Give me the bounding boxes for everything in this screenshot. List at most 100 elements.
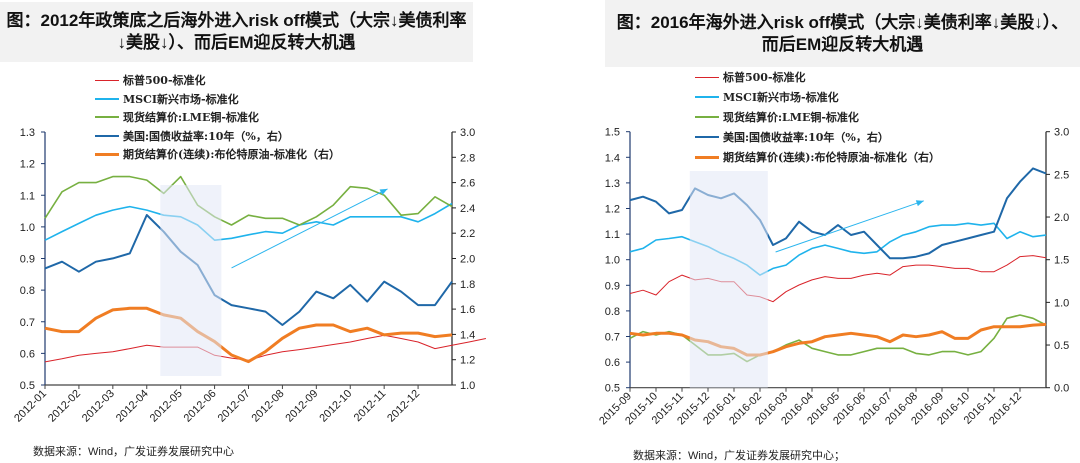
x-tick-label: 2012-08	[250, 388, 287, 425]
right-y-tick-label: 1.0	[1054, 297, 1069, 309]
series-line-0	[44, 334, 487, 363]
legend-label: MSCI新兴市场-标准化	[123, 92, 239, 106]
x-tick-label: 2012-09	[283, 388, 320, 425]
left-y-tick-label: 0.9	[20, 254, 35, 266]
legend-label: 期货结算价(连续):布伦特原油-标准化（右）	[723, 151, 941, 164]
left-y-tick-label: 0.8	[605, 306, 620, 318]
series-line-2	[44, 175, 453, 226]
right-y-tick-label: 1.6	[460, 304, 475, 316]
x-tick-label: 2012-10	[317, 388, 354, 425]
source-note-2012: 数据来源：Wind，广发证券发展研究中心	[33, 446, 235, 458]
legend-item: 现货结算价:LME铜-标准化	[695, 109, 859, 125]
right-y-tick-label: 2.5	[1054, 169, 1069, 181]
legend-label: 美国:国债收益率:10年（%，右）	[123, 129, 289, 143]
legend-item: 美国:国债收益率:10年（%，右）	[95, 128, 289, 144]
right-y-tick-label: 3.0	[1054, 127, 1069, 139]
legend-swatch	[95, 97, 119, 100]
trend-arrow-head	[915, 200, 924, 207]
legend-swatch	[95, 79, 119, 81]
trend-arrow-line	[775, 200, 924, 253]
legend-swatch	[695, 96, 719, 98]
source-note-2016: 数据来源：Wind，广发证券发展研究中心；	[633, 450, 846, 462]
chart-0: 0.5 0.6 0.7 0.8 0.9 1.0 1.1 1.2 1.3 1.0 1.2 1.4 1.6 1…	[12, 127, 487, 425]
series-line-4	[44, 306, 453, 364]
left-y-tick-label: 1.2	[20, 159, 35, 171]
right-y-tick-label: 2.4	[460, 203, 475, 215]
left-y-tick-label: 0.5	[20, 380, 35, 392]
x-tick-label: 2012-06	[182, 388, 219, 425]
legend-swatch	[695, 116, 719, 118]
legend-swatch	[695, 76, 719, 78]
series-line-3	[44, 214, 453, 326]
left-y-tick-label: 0.7	[605, 332, 620, 344]
right-y-tick-label: 1.4	[460, 329, 475, 341]
legend-label: 标普500-标准化	[123, 74, 206, 87]
x-tick-label: 2012-12	[385, 388, 422, 425]
x-tick-label: 2012-03	[80, 388, 117, 425]
legend-swatch	[695, 136, 719, 138]
legend-swatch	[95, 152, 119, 156]
legend-swatch	[95, 134, 119, 137]
legend-item: 标普500-标准化	[695, 69, 806, 85]
right-y-tick-label: 1.8	[460, 279, 475, 291]
x-tick-label: 2012-05	[148, 388, 185, 425]
legend-item: 期货结算价(连续):布伦特原油-标准化（右）	[95, 146, 340, 162]
chart-title-2012: 图：2012年政策底之后海外进入risk off模式（大宗↓美债利率 ↓美股↓）…	[0, 2, 473, 62]
title-line-1: 图：2012年政策底之后海外进入risk off模式（大宗↓美债利率	[6, 11, 467, 30]
right-y-tick-label: 1.0	[460, 380, 475, 392]
series-line-1	[44, 202, 453, 241]
title-line-1: 图：2016年海外进入risk off模式（大宗↓美债利率↓美股↓）、	[616, 12, 1069, 32]
x-tick-label: 2012-07	[216, 388, 253, 425]
left-y-tick-label: 1.0	[20, 222, 35, 234]
right-y-tick-label: 0.5	[1054, 340, 1069, 352]
legend-label: 期货结算价(连续):布伦特原油-标准化（右）	[123, 148, 341, 161]
right-y-tick-label: 2.2	[460, 228, 475, 240]
risk-off-shaded-period	[160, 185, 222, 376]
left-y-tick-label: 0.6	[20, 348, 35, 360]
left-y-tick-label: 1.3	[20, 127, 35, 139]
legend-item: 标普500-标准化	[95, 72, 206, 88]
left-y-tick-label: 0.6	[605, 357, 620, 369]
left-y-tick-label: 1.4	[605, 152, 620, 164]
legend-item: MSCI新兴市场-标准化	[95, 91, 239, 107]
right-y-tick-label: 0.0	[1054, 383, 1069, 395]
legend-label: 现货结算价:LME铜-标准化	[123, 111, 259, 124]
right-y-tick-label: 2.6	[460, 178, 475, 190]
legend-label: MSCI新兴市场-标准化	[723, 91, 839, 104]
right-y-tick-label: 1.5	[1054, 255, 1069, 267]
right-y-tick-label: 3.0	[460, 127, 475, 139]
legend-item: MSCI新兴市场-标准化	[695, 89, 839, 105]
right-y-tick-label: 2.0	[460, 254, 475, 266]
legend-label: 美国:国债收益率:10年（%，右）	[723, 131, 889, 144]
trend-arrow-head	[379, 188, 388, 196]
left-y-tick-label: 0.9	[605, 280, 620, 292]
legend-item: 期货结算价(连续):布伦特原油-标准化（右）	[695, 149, 940, 165]
right-y-tick-label: 1.2	[460, 355, 475, 367]
legend-item: 现货结算价:LME铜-标准化	[95, 109, 259, 125]
legend-swatch	[695, 155, 719, 159]
x-tick-label: 2012-11	[352, 388, 388, 424]
left-y-tick-label: 0.8	[20, 285, 35, 297]
legend-label: 现货结算价:LME铜-标准化	[723, 111, 859, 124]
legend-swatch	[95, 116, 119, 118]
title-line-2: 而后EM迎反转大机遇	[761, 34, 924, 54]
left-y-tick-label: 1.2	[605, 204, 620, 216]
trend-arrow-line	[231, 188, 388, 269]
chart-title-2016: 图：2016年海外进入risk off模式（大宗↓美债利率↓美股↓）、 而后EM…	[605, 0, 1080, 67]
left-y-tick-label: 1.1	[20, 190, 35, 202]
right-y-tick-label: 2.0	[1054, 212, 1069, 224]
legend-item: 美国:国债收益率:10年（%，右）	[695, 129, 889, 145]
left-y-tick-label: 0.7	[20, 317, 35, 329]
x-tick-label: 2012-01	[12, 388, 49, 425]
left-y-tick-label: 1.3	[605, 178, 620, 190]
left-y-tick-label: 1.0	[605, 255, 620, 267]
chart-1: 0.5 0.6 0.7 0.8 0.9 1.0 1.1 1.2 1.3 1.4 1.5 0.0 0.5 1…	[597, 127, 1069, 428]
x-tick-label: 2012-02	[46, 388, 83, 425]
left-y-tick-label: 1.1	[605, 229, 620, 241]
risk-off-shaded-period	[689, 171, 768, 388]
x-tick-label: 2012-04	[114, 388, 151, 425]
left-y-tick-label: 1.5	[605, 127, 620, 139]
title-line-2: ↓美股↓）、而后EM迎反转大机遇	[117, 33, 356, 52]
right-y-tick-label: 2.8	[460, 152, 475, 164]
